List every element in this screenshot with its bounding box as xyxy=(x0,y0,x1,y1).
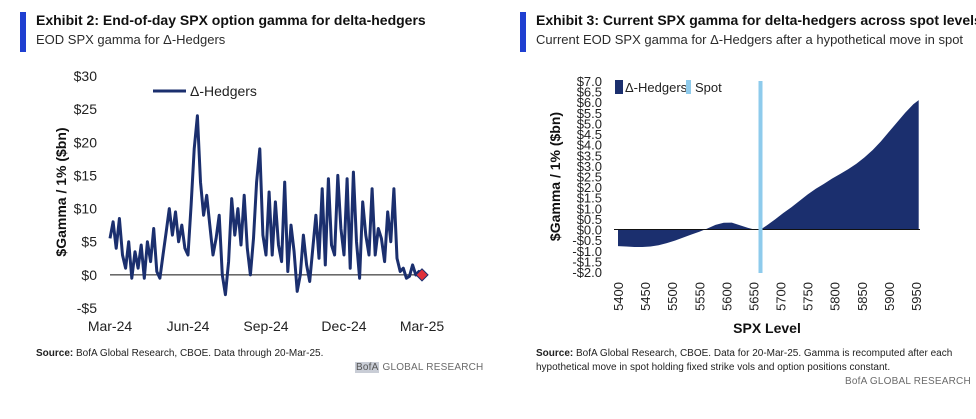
y-tick-label: $7.0 xyxy=(577,74,602,89)
x-tick-label: 5950 xyxy=(909,282,924,311)
y-tick-label: -$1.5 xyxy=(572,254,602,269)
x-tick-label: 5600 xyxy=(719,282,734,311)
exhibit-3-title: Exhibit 3: Current SPX gamma for delta-h… xyxy=(536,12,976,28)
brand-mark: BofA GLOBAL RESEARCH xyxy=(355,362,483,373)
y-tick-label: -$2.0 xyxy=(572,265,602,280)
y-tick-label: $30 xyxy=(74,68,98,84)
x-tick-label: 5450 xyxy=(638,282,653,311)
spot-line xyxy=(758,81,763,273)
brand-global-research: GLOBAL RESEARCH xyxy=(382,362,484,373)
brand-boa: BofA xyxy=(355,362,380,373)
accent-bar xyxy=(520,12,526,52)
y-tick-label: $20 xyxy=(74,134,98,150)
legend-label-spot: Spot xyxy=(695,80,722,95)
x-tick-label: 5850 xyxy=(855,282,870,311)
source-label: Source: xyxy=(536,348,574,359)
legend-swatch-delta-hedgers xyxy=(615,80,623,94)
y-tick-label: $3.0 xyxy=(577,159,602,174)
exhibit-2-source: Source: BofA Global Research, CBOE. Data… xyxy=(36,347,456,361)
y-tick-label: $5.0 xyxy=(577,116,602,131)
x-tick-label: 5900 xyxy=(882,282,897,311)
gamma-spot-levels-chart: -$2.0-$1.5-$1.0-$0.5$0.0$0.5$1.0$1.5$2.0… xyxy=(547,74,924,336)
y-tick-label: $1.0 xyxy=(577,201,602,216)
latest-value-marker xyxy=(415,268,429,282)
x-tick-label: Jun-24 xyxy=(167,318,210,334)
y-tick-label: $2.0 xyxy=(577,180,602,195)
x-tick-label: 5550 xyxy=(692,282,707,311)
y-tick-label: $6.5 xyxy=(577,85,602,100)
y-tick-label: -$5 xyxy=(77,300,97,316)
legend-label-delta-hedgers: Δ-Hedgers xyxy=(190,83,257,99)
legend-swatch-spot xyxy=(686,80,691,94)
y-tick-label: $4.0 xyxy=(577,138,602,153)
y-tick-label: -$0.5 xyxy=(572,233,602,248)
x-tick-label: Sep-24 xyxy=(243,318,288,334)
x-tick-label: 5500 xyxy=(665,282,680,311)
x-axis-label: SPX Level xyxy=(733,320,801,336)
x-tick-label: 5400 xyxy=(611,282,626,311)
source-label: Source: xyxy=(36,348,74,359)
gamma-history-chart: -$5 $0 $5 $10 $15 $20 $25 $30 Mar-24 Jun-24 Sep-24… xyxy=(53,68,445,334)
x-tick-label: 5800 xyxy=(828,282,843,311)
y-tick-label: $5 xyxy=(81,234,97,250)
y-tick-label: $4.5 xyxy=(577,127,602,142)
source-text: BofA Global Research, CBOE. Data for 20-… xyxy=(536,348,953,373)
exhibit-2-subtitle: EOD SPX gamma for Δ-Hedgers xyxy=(36,32,226,47)
exhibit-2-title: Exhibit 2: End-of-day SPX option gamma f… xyxy=(36,12,426,28)
y-tick-label: $1.5 xyxy=(577,191,602,206)
y-axis-label: $Gamma / 1% ($bn) xyxy=(53,127,69,256)
x-tick-label: 5700 xyxy=(774,282,789,311)
exhibit-3-panel: Exhibit 3: Current SPX gamma for delta-h… xyxy=(520,0,976,419)
x-tick-label: Mar-24 xyxy=(88,318,133,334)
y-tick-label: $0 xyxy=(81,267,97,283)
y-tick-label: -$1.0 xyxy=(572,244,602,259)
x-tick-label: 5650 xyxy=(746,282,761,311)
exhibit-3-subtitle: Current EOD SPX gamma for Δ-Hedgers afte… xyxy=(536,32,964,47)
exhibit-3-source: Source: BofA Global Research, CBOE. Data… xyxy=(536,347,966,375)
y-tick-label: $6.0 xyxy=(577,95,602,110)
y-tick-label: $2.5 xyxy=(577,170,602,185)
y-tick-label: $5.5 xyxy=(577,106,602,121)
legend-label-delta-hedgers: Δ-Hedgers xyxy=(625,80,688,95)
source-text: BofA Global Research, CBOE. Data through… xyxy=(76,348,324,359)
y-axis-label: $Gamma / 1% ($bn) xyxy=(547,112,563,241)
exhibit-2-panel: Exhibit 2: End-of-day SPX option gamma f… xyxy=(0,0,483,419)
y-tick-label: $0.5 xyxy=(577,212,602,227)
x-tick-label: Dec-24 xyxy=(321,318,366,334)
x-tick-label: Mar-25 xyxy=(400,318,445,334)
y-tick-label: $25 xyxy=(74,101,98,117)
area-delta-hedgers xyxy=(618,100,919,247)
series-line-delta-hedgers xyxy=(108,114,424,297)
y-tick-label: $10 xyxy=(74,201,98,217)
accent-bar xyxy=(20,12,26,52)
y-tick-label: $3.5 xyxy=(577,148,602,163)
y-tick-label: $0.0 xyxy=(577,223,602,238)
x-tick-label: 5750 xyxy=(801,282,816,311)
y-tick-label: $15 xyxy=(74,167,98,183)
brand-mark: BofA GLOBAL RESEARCH xyxy=(845,376,971,387)
